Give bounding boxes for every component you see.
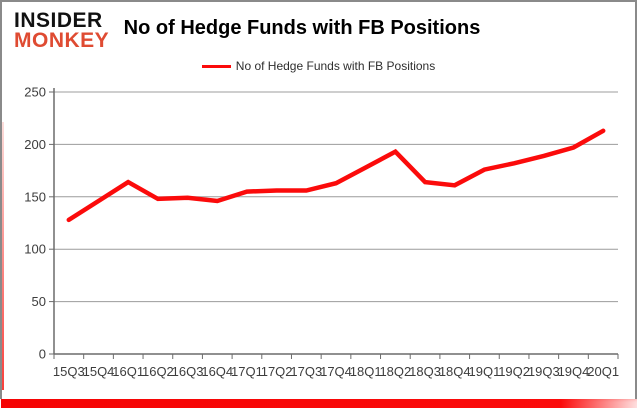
insider-monkey-logo: INSIDER MONKEY (14, 9, 110, 52)
x-axis-label: 16Q3 (172, 364, 204, 379)
x-axis-label: 18Q3 (409, 364, 441, 379)
y-axis-label: 250 (24, 85, 46, 100)
fb-series-line (66, 128, 606, 223)
logo-line2: MONKEY (14, 28, 110, 52)
x-axis-label: 19Q3 (528, 364, 560, 379)
x-axis-label: 16Q2 (142, 364, 174, 379)
logo-line1: INSIDER (14, 9, 103, 32)
bottom-red-bar (1, 399, 637, 408)
legend-line-swatch-icon (201, 64, 231, 68)
y-axis-label: 150 (24, 189, 46, 204)
x-axis-label: 19Q4 (558, 364, 590, 379)
chart-frame: INSIDER MONKEY No of Hedge Funds with FB… (0, 0, 637, 399)
y-axis-label: 50 (32, 294, 46, 309)
y-axis-label: 200 (24, 137, 46, 152)
x-axis-label: 16Q4 (201, 364, 233, 379)
x-axis-label: 17Q3 (290, 364, 322, 379)
x-axis-label: 17Q2 (261, 364, 293, 379)
x-axis-label: 19Q1 (469, 364, 501, 379)
x-axis-label: 17Q1 (231, 364, 263, 379)
left-red-glow (2, 122, 4, 390)
x-axis-label: 15Q4 (83, 364, 115, 379)
chart-legend: No of Hedge Funds with FB Positions (2, 59, 635, 73)
x-axis-label: 17Q4 (320, 364, 352, 379)
x-axis-label: 18Q1 (350, 364, 382, 379)
line-chart: 05010015020025015Q315Q416Q116Q216Q316Q41… (24, 85, 619, 380)
x-axis-label: 18Q4 (439, 364, 471, 379)
y-axis-label: 100 (24, 242, 46, 257)
legend-label: No of Hedge Funds with FB Positions (235, 59, 436, 73)
x-axis-label: 18Q2 (379, 364, 411, 379)
chart-title: No of Hedge Funds with FB Positions (123, 17, 481, 39)
x-axis-label: 16Q1 (112, 364, 144, 379)
y-axis-label: 0 (39, 347, 46, 362)
x-axis-label: 15Q3 (53, 364, 85, 379)
x-axis-label: 19Q2 (498, 364, 530, 379)
x-axis-label: 20Q1 (587, 364, 619, 379)
